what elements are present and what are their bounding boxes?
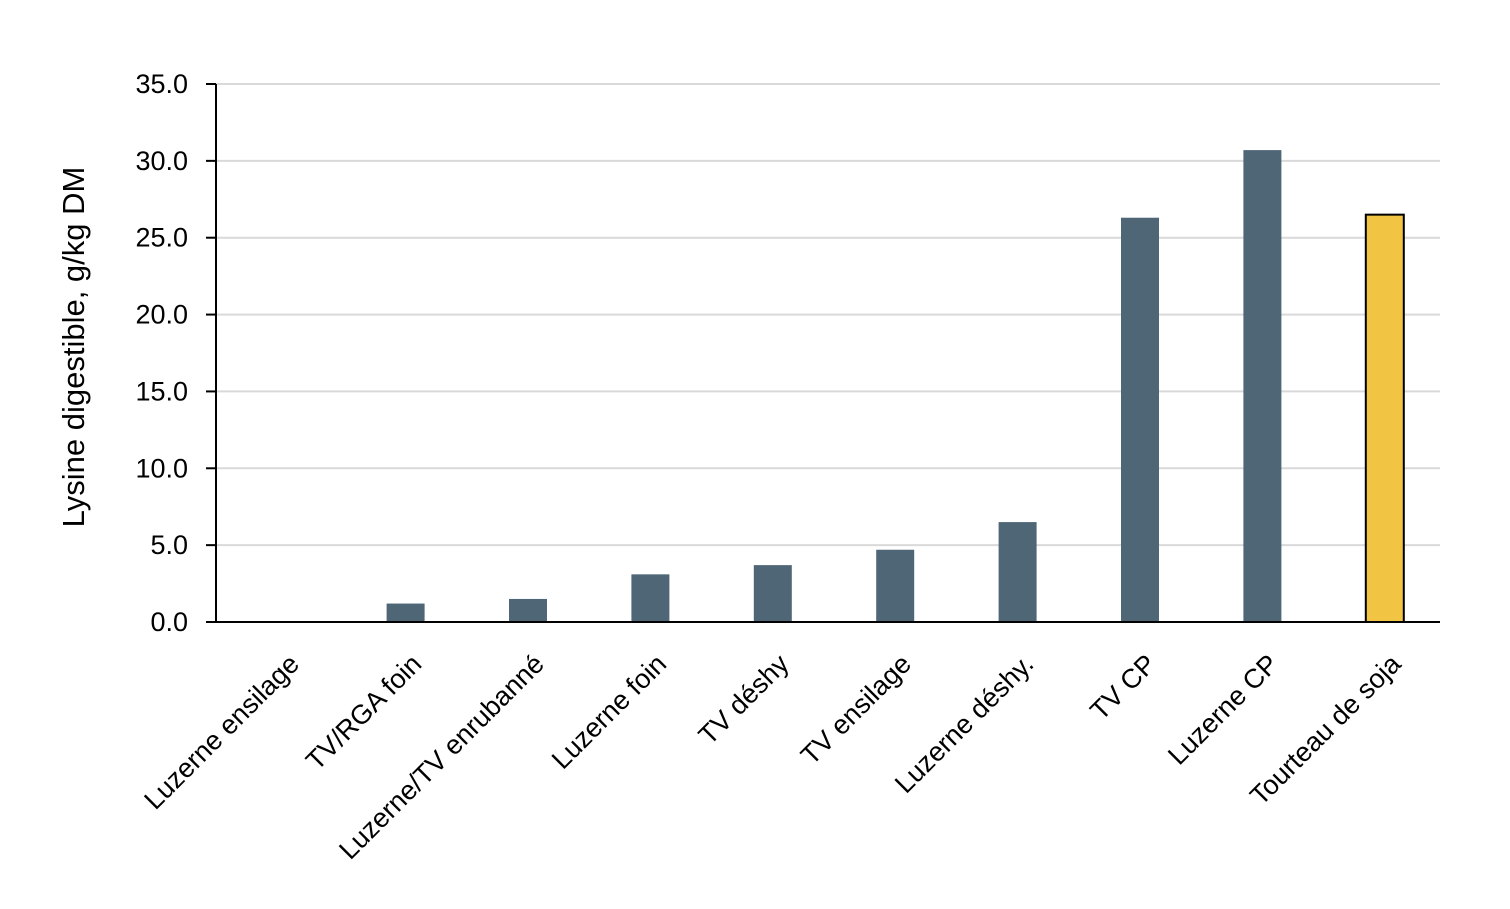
y-tick-label: 0.0 [150,607,188,637]
x-category-label: TV/RGA foin [300,649,427,776]
y-tick-label: 15.0 [135,376,188,406]
gridlines [216,83,1440,547]
bar-luzerne-tv-enrubann [509,598,547,622]
x-category-label: Luzerne foin [546,649,672,775]
y-tick-label: 10.0 [135,453,188,483]
y-tick-label: 25.0 [135,223,188,253]
bars [386,150,1405,624]
x-category-label: TV ensilage [795,649,917,771]
bar-luzerne-foin [631,574,670,622]
bar-tourteau-de-soja [1364,213,1405,624]
x-category-label: Luzerne/TV enrubanné [333,649,550,866]
bar-tv-rga-foin [386,603,425,622]
y-axis-title: Lysine digestible, g/kg DM [56,167,91,528]
y-tick-label: 20.0 [135,300,188,330]
y-axis-ticks: 0.0 5.0 10.0 15.0 20.0 25.0 30.0 35.0 [135,69,216,637]
bar-luzerne-d-shy [998,522,1037,622]
y-tick-label: 30.0 [135,146,188,176]
x-category-label: Luzerne CP [1162,649,1284,771]
bar-luzerne-cp [1243,150,1282,622]
bar-tv-d-shy [753,565,792,622]
x-category-label: Luzerne ensilage [138,649,305,816]
bar-tv-ensilage [876,549,915,622]
y-tick-label: 35.0 [135,69,188,99]
x-category-label: TV déshy [693,648,795,750]
y-tick-label: 5.0 [150,530,188,560]
x-category-label: TV CP [1084,649,1161,726]
bar-tv-cp [1121,217,1159,622]
